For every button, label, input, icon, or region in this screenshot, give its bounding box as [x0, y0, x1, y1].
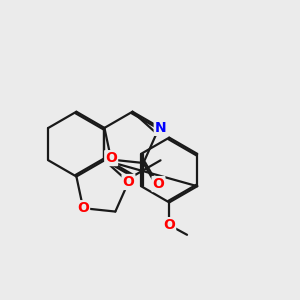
Text: O: O — [77, 201, 89, 215]
Text: O: O — [123, 175, 134, 189]
Text: O: O — [163, 218, 175, 232]
Text: O: O — [152, 177, 164, 191]
Text: N: N — [155, 121, 167, 135]
Text: O: O — [105, 151, 117, 165]
